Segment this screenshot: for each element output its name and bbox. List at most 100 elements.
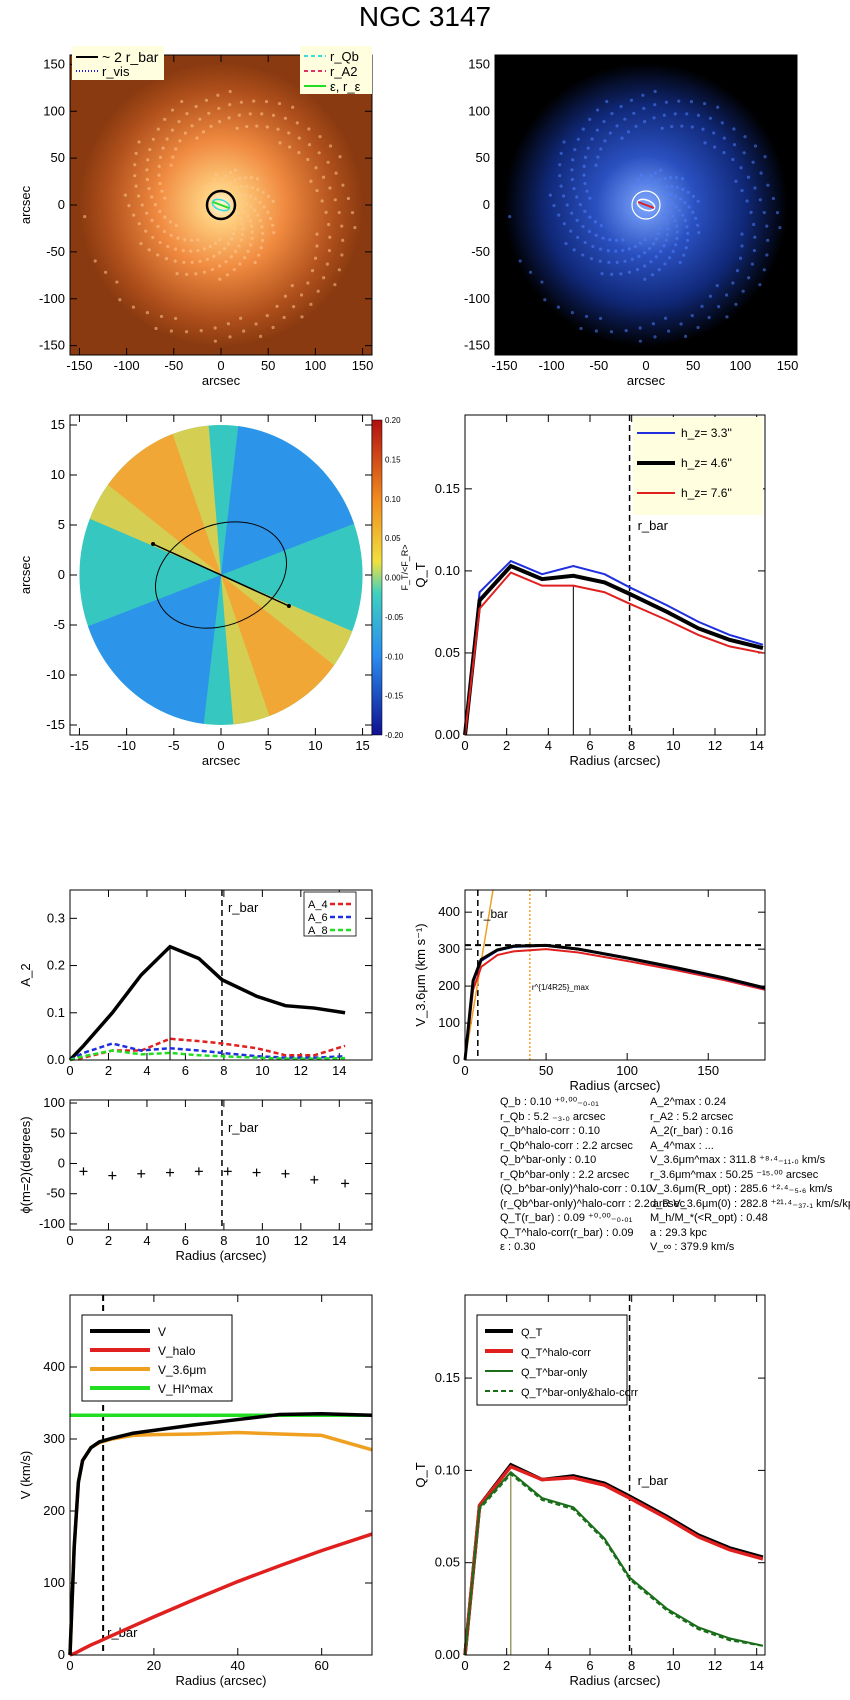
- speckle: [315, 244, 319, 248]
- speckle: [702, 101, 707, 106]
- speckle: [619, 104, 623, 109]
- bar-axis: [212, 201, 230, 209]
- y-tick-label: 0.1: [47, 1005, 65, 1020]
- speckle: [288, 145, 292, 149]
- speckle: [176, 236, 180, 240]
- speckle: [341, 183, 345, 187]
- speckle: [691, 210, 695, 214]
- y-tick-label: -50: [46, 1186, 65, 1201]
- speckle: [271, 113, 276, 117]
- speckle: [722, 136, 726, 140]
- speckle: [213, 241, 218, 245]
- speckle: [245, 185, 249, 189]
- series-line-v-red: [464, 948, 766, 1061]
- x-tick-label: 50: [686, 358, 700, 373]
- legend-label: h_z= 7.6'': [681, 486, 732, 500]
- phase-point: [108, 1171, 117, 1180]
- x-axis-label: arcsec: [627, 373, 666, 388]
- y-tick-label: 0.15: [435, 1370, 460, 1385]
- speckle: [307, 143, 312, 147]
- x-tick-label: 6: [182, 1233, 189, 1248]
- speckle: [156, 253, 160, 257]
- param-qb: Q_b : 0.10 ⁺⁰·⁰⁰₋₀.₀₁: [500, 1096, 599, 1108]
- speckle: [218, 277, 222, 281]
- speckle: [166, 244, 170, 249]
- colorbar: [371, 419, 383, 736]
- speckle: [659, 249, 663, 254]
- speckle: [570, 177, 574, 182]
- speckle: [674, 204, 678, 209]
- speckle: [271, 223, 275, 227]
- speckle: [133, 174, 137, 178]
- rbar-label: r_bar: [480, 907, 508, 921]
- speckle: [629, 98, 634, 102]
- speckle: [93, 259, 97, 263]
- rbar-label: r_bar: [228, 900, 259, 915]
- x-tick-label: 8: [628, 1658, 635, 1673]
- speckle: [743, 135, 747, 139]
- speckle: [338, 155, 342, 159]
- x-tick-label: -5: [168, 738, 180, 753]
- y-axis-label: ϕ(m=2)(degrees): [18, 1116, 33, 1213]
- speckle: [583, 209, 587, 213]
- series-line-h-z-3-3-: [464, 559, 764, 736]
- speckle: [174, 223, 178, 228]
- speckle: [683, 219, 687, 223]
- speckle: [749, 210, 753, 214]
- speckle: [598, 316, 603, 321]
- speckle: [713, 145, 717, 149]
- param-qb-halo: Q_b^halo-corr : 0.10: [500, 1125, 600, 1137]
- speckle: [762, 210, 766, 215]
- speckle: [189, 249, 193, 253]
- axes: 0 2 4 6 8 10 12 14 0.00 0.05 0.10 0.15 Radius (arcse…: [413, 415, 765, 768]
- figure-title: NGC 3147: [358, 1, 492, 32]
- speckle: [231, 232, 236, 236]
- speckle: [240, 185, 244, 189]
- speckle: [703, 141, 707, 145]
- speckle: [253, 208, 257, 213]
- speckle: [238, 262, 242, 266]
- a2-panel: 0 2 4 6 8 10 12 14 0.0 0.1 0.2 0.3 A_2 r_bar A_4A_6A_8: [18, 889, 373, 1078]
- speckle: [239, 192, 243, 196]
- speckle: [240, 221, 244, 226]
- speckle: [623, 259, 627, 263]
- speckle: [202, 247, 206, 251]
- speckle: [603, 139, 607, 143]
- speckle: [209, 124, 213, 128]
- param-a2-rbar: A_2(r_bar) : 0.16: [650, 1125, 734, 1137]
- speckle: [226, 242, 231, 246]
- speckle: [576, 137, 580, 141]
- speckle: [243, 256, 247, 260]
- speckle: [642, 120, 647, 124]
- speckle: [595, 108, 600, 112]
- phase-point: [281, 1169, 290, 1178]
- speckle: [158, 181, 162, 186]
- legend-label: ~ 2 r_bar: [102, 49, 159, 65]
- x-tick-label: 0: [642, 358, 649, 373]
- speckle: [173, 259, 177, 263]
- speckle: [765, 253, 769, 257]
- speckle: [675, 224, 679, 228]
- speckle: [661, 212, 666, 217]
- image-orange-panel: -150 -100 -50 0 50 100 150 -150 -100 -50 0 50 100 150…: [18, 46, 373, 388]
- speckle: [196, 238, 200, 242]
- speckle: [670, 125, 674, 129]
- speckle: [224, 260, 228, 264]
- param-mh-mstar: M_h/M_*(<R_opt) : 0.48: [650, 1212, 768, 1224]
- speckle: [205, 257, 209, 261]
- speckle: [605, 99, 609, 104]
- speckle: [575, 195, 579, 199]
- axes: 0 50 100 150 0 100 200 300 400 Radius (arcsec) V_3…: [413, 890, 765, 1093]
- speckle: [559, 151, 563, 156]
- speckle: [643, 182, 647, 186]
- speckle: [210, 267, 215, 272]
- speckle: [557, 213, 561, 217]
- speckle: [708, 294, 713, 298]
- speckle: [657, 268, 661, 272]
- legend-label: Q_T^bar-only&halo-corr: [521, 1387, 638, 1399]
- speckle: [598, 259, 602, 263]
- phase-point: [252, 1168, 261, 1177]
- speckle: [548, 193, 553, 197]
- ropt-label: r^{1/4R25}_max: [532, 983, 589, 992]
